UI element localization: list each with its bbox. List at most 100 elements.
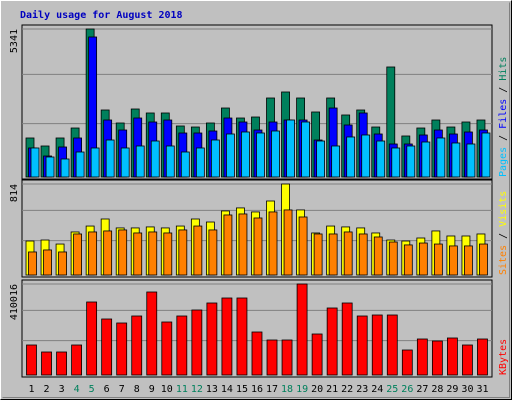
bar	[208, 229, 218, 276]
x-tick-label: 6	[104, 384, 110, 395]
bar	[388, 241, 398, 276]
bar	[133, 232, 143, 276]
bar	[373, 236, 383, 276]
bar	[75, 151, 85, 178]
legend: Sites / Visits	[498, 191, 509, 275]
bar	[238, 213, 248, 276]
bar	[449, 245, 458, 276]
x-tick-label: 13	[206, 384, 218, 395]
x-tick-label: 29	[446, 384, 458, 395]
x-tick-label: 11	[176, 384, 188, 395]
bar	[313, 233, 323, 276]
x-tick-label: 27	[416, 384, 428, 395]
bar	[376, 140, 386, 178]
bar	[406, 145, 416, 178]
bar	[101, 318, 113, 376]
bar	[477, 338, 488, 376]
bar	[283, 209, 293, 276]
x-tick-label: 7	[119, 384, 125, 395]
x-tick-label: 25	[386, 384, 398, 395]
bar	[45, 156, 55, 178]
bar	[361, 134, 371, 178]
x-tick-label: 10	[161, 384, 173, 395]
bar	[210, 139, 220, 178]
bar	[226, 133, 235, 178]
bar	[421, 141, 431, 178]
bar	[431, 340, 443, 376]
bar	[386, 314, 398, 376]
legend-entry: Visits	[498, 191, 509, 227]
bar	[221, 297, 233, 376]
bar	[163, 232, 173, 276]
bar	[131, 315, 143, 376]
x-tick-label: 31	[476, 384, 488, 395]
bar	[311, 333, 323, 376]
bar	[436, 137, 446, 178]
bar	[479, 243, 488, 276]
bar	[403, 244, 413, 276]
bar	[165, 145, 175, 178]
bar	[451, 142, 461, 178]
legend-separator: /	[498, 129, 509, 147]
x-tick-label: 19	[296, 384, 308, 395]
bar	[41, 351, 52, 376]
legend: Pages / Files / Hits	[498, 57, 509, 177]
bar	[358, 233, 368, 276]
x-tick-label: 3	[59, 384, 65, 395]
bar	[343, 231, 353, 276]
x-tick-label: 22	[341, 384, 353, 395]
bar	[88, 231, 98, 276]
bar	[326, 307, 338, 376]
bar	[135, 145, 145, 178]
x-tick-label: 24	[371, 384, 383, 395]
bar	[30, 147, 40, 178]
x-tick-label: 17	[266, 384, 278, 395]
x-tick-label: 4	[74, 384, 80, 395]
x-tick-label: 18	[281, 384, 293, 395]
bar	[266, 339, 278, 376]
legend-entry: Sites	[498, 245, 509, 275]
legend-separator: /	[498, 81, 509, 99]
bar	[346, 136, 356, 178]
x-tick-label: 20	[311, 384, 323, 395]
x-tick-label: 2	[44, 384, 50, 395]
bar	[271, 130, 280, 178]
bar	[281, 339, 293, 376]
bar	[223, 214, 233, 276]
bar	[195, 147, 205, 178]
x-tick-label: 26	[401, 384, 413, 395]
bar	[433, 243, 443, 276]
bar	[191, 309, 203, 376]
bar	[331, 145, 341, 178]
y-tick-label: 5341	[9, 29, 20, 53]
x-tick-label: 9	[149, 384, 155, 395]
chart-title: Daily usage for August 2018	[20, 9, 183, 21]
bar	[146, 291, 158, 376]
bar	[268, 211, 278, 276]
bar	[116, 322, 128, 376]
legend: KBytes	[498, 339, 509, 375]
x-tick-label: 5	[89, 384, 95, 395]
bar	[298, 216, 308, 276]
x-tick-label: 12	[191, 384, 203, 395]
bar	[391, 147, 401, 178]
bar	[256, 132, 265, 178]
bar	[161, 321, 173, 376]
bar	[26, 344, 37, 376]
bar	[43, 249, 52, 276]
x-tick-label: 14	[221, 384, 233, 395]
legend-entry: Hits	[498, 57, 509, 81]
x-tick-label: 16	[251, 384, 263, 395]
bar	[105, 139, 115, 178]
bar	[301, 121, 310, 178]
bar	[58, 251, 67, 276]
bar	[178, 229, 188, 276]
y-tick-label: 814	[9, 184, 20, 202]
x-tick-label: 28	[431, 384, 443, 395]
bar	[371, 314, 383, 376]
bar	[241, 131, 250, 178]
bar	[28, 251, 37, 276]
bar	[103, 230, 113, 276]
